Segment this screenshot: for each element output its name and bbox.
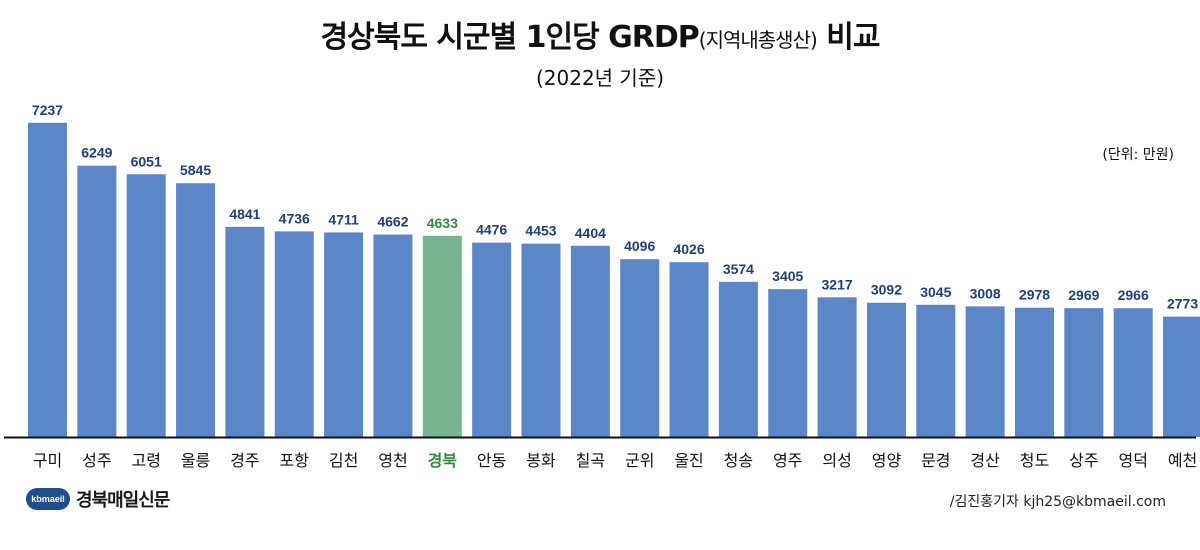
value-label-김천: 4711 (328, 211, 359, 227)
bar-청송 (718, 281, 758, 437)
bar-문경 (916, 304, 956, 437)
value-label-울릉: 5845 (180, 162, 211, 178)
category-label-울진: 울진 (674, 451, 703, 470)
value-label-구미: 7237 (32, 102, 63, 118)
category-label-상주: 상주 (1069, 451, 1098, 470)
value-label-상주: 2969 (1068, 287, 1099, 303)
category-label-군위: 군위 (625, 451, 654, 470)
bar-상주 (1064, 308, 1104, 437)
bar-의성 (817, 297, 857, 437)
bar-고령 (126, 174, 166, 437)
category-label-문경: 문경 (921, 451, 950, 470)
bar-안동 (472, 242, 512, 437)
chart-subtitle: (2022년 기준) (535, 66, 665, 90)
bar-영덕 (1113, 308, 1153, 437)
category-label-성주: 성주 (82, 451, 111, 470)
title-end: 비교 (816, 20, 880, 55)
bar-김천 (324, 232, 364, 437)
value-label-영양: 3092 (871, 282, 902, 298)
category-label-영천: 영천 (378, 451, 407, 470)
bar-성주 (77, 165, 117, 437)
bar-칠곡 (570, 245, 610, 437)
value-label-영덕: 2966 (1118, 287, 1149, 303)
bar-포항 (274, 231, 314, 437)
value-label-경산: 3008 (970, 285, 1001, 301)
category-label-안동: 안동 (477, 451, 506, 470)
unit-label: (단위: 만원) (1102, 147, 1174, 163)
value-label-성주: 6249 (81, 145, 112, 161)
value-label-예천: 2773 (1167, 296, 1198, 312)
category-label-청도: 청도 (1020, 451, 1049, 470)
bar-울릉 (176, 183, 216, 437)
value-label-칠곡: 4404 (575, 225, 606, 241)
value-label-영주: 3405 (772, 268, 803, 284)
publisher-logo: kbmaeil 경북매일신문 (26, 486, 170, 512)
category-label-고령: 고령 (131, 451, 160, 470)
category-label-경북: 경북 (428, 451, 458, 470)
bar-영양 (866, 302, 906, 437)
value-label-경주: 4841 (229, 206, 260, 222)
value-label-고령: 6051 (131, 153, 162, 169)
bar-경산 (965, 306, 1005, 437)
credit-line: /김진홍기자 kjh25@kbmaeil.com (949, 494, 1166, 510)
category-label-의성: 의성 (822, 451, 851, 470)
value-label-경북: 4633 (427, 215, 458, 231)
chart-title: 경상북도 시군별 1인당 GRDP(지역내총생산) 비교 (0, 12, 1200, 56)
category-label-청송: 청송 (724, 451, 753, 470)
value-label-청송: 3574 (723, 261, 754, 277)
category-label-김천: 김천 (329, 451, 358, 470)
value-label-영천: 4662 (377, 214, 408, 230)
bar-경북 (422, 235, 462, 437)
value-label-포항: 4736 (279, 210, 310, 226)
category-label-영양: 영양 (872, 451, 902, 470)
bar-영주 (768, 289, 808, 437)
value-label-군위: 4096 (624, 238, 655, 254)
category-label-영주: 영주 (773, 451, 802, 470)
bar-예천 (1163, 316, 1200, 437)
title-main: 경상북도 시군별 1인당 GRDP (320, 20, 700, 55)
category-label-예천: 예천 (1168, 451, 1197, 470)
value-label-의성: 3217 (822, 276, 853, 292)
bar-봉화 (521, 243, 561, 437)
category-label-구미: 구미 (33, 451, 62, 470)
bar-울진 (669, 262, 709, 437)
category-label-경산: 경산 (970, 451, 1000, 470)
category-label-봉화: 봉화 (526, 451, 556, 470)
category-label-경주: 경주 (230, 451, 259, 470)
bar-군위 (620, 259, 660, 437)
title-paren: (지역내총생산) (698, 28, 818, 52)
bar-chart: 7237 구미 6249 성주 6051 고령 5845 울릉 4841 경주 4736 포항 4711… (4, 102, 1200, 470)
logo-badge: kbmaeil (26, 488, 70, 510)
bar-경주 (225, 226, 265, 437)
bar-구미 (28, 122, 67, 437)
bar-청도 (1015, 307, 1054, 437)
value-label-문경: 3045 (920, 284, 951, 300)
value-label-안동: 4476 (476, 222, 507, 238)
value-label-봉화: 4453 (525, 223, 556, 239)
category-label-울릉: 울릉 (181, 451, 210, 470)
category-label-포항: 포항 (280, 451, 310, 470)
category-label-영덕: 영덕 (1118, 451, 1147, 470)
category-label-칠곡: 칠곡 (576, 451, 605, 470)
value-label-청도: 2978 (1019, 287, 1050, 303)
value-label-울진: 4026 (673, 241, 704, 257)
logo-text: 경북매일신문 (76, 490, 170, 511)
bar-영천 (373, 234, 413, 437)
